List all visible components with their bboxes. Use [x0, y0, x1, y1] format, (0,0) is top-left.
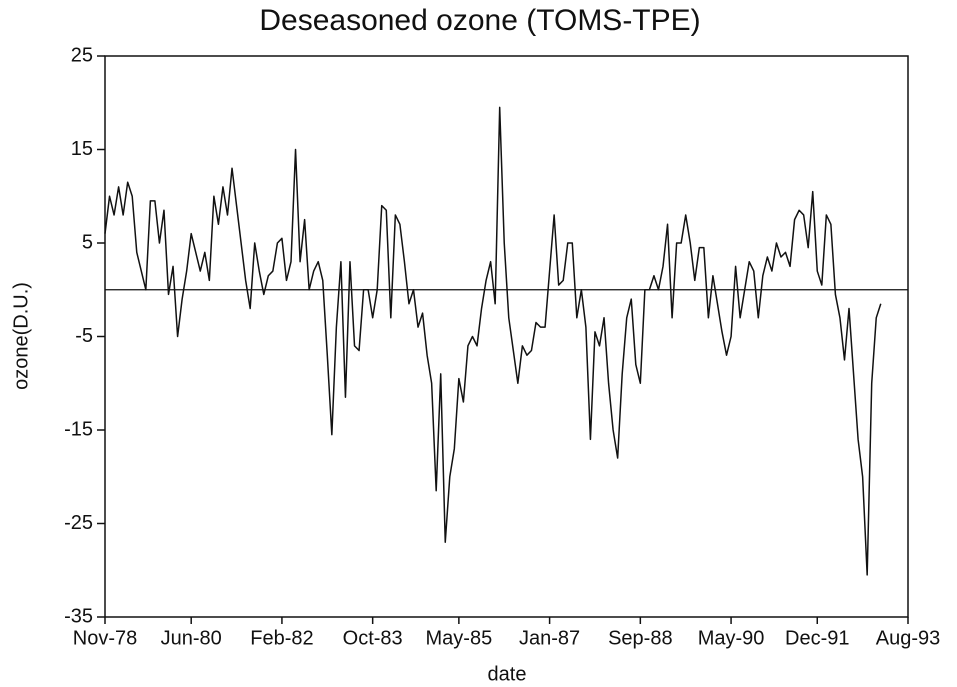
y-tick-label: -35 [64, 605, 93, 627]
y-axis-label: ozone(D.U.) [10, 282, 32, 390]
y-tick-label: 25 [71, 44, 93, 66]
y-tick-label: -25 [64, 512, 93, 534]
x-tick-label: May-90 [698, 627, 765, 649]
chart-title: Deseasoned ozone (TOMS-TPE) [259, 4, 700, 37]
x-tick-label: Aug-93 [876, 627, 941, 649]
x-tick-label: Feb-82 [250, 627, 313, 649]
x-tick-label: Nov-78 [73, 627, 137, 649]
data-line [104, 106, 882, 576]
x-tick-label: Jan-87 [519, 627, 580, 649]
y-tick-label: -15 [64, 418, 93, 440]
x-tick-label: Dec-91 [785, 627, 849, 649]
y-tick-label: 15 [71, 138, 93, 160]
plot-frame [104, 55, 909, 618]
x-tick-label: Sep-88 [608, 627, 673, 649]
x-tick-label: Oct-83 [343, 627, 403, 649]
x-tick-label: May-85 [426, 627, 493, 649]
y-tick-label: 5 [82, 231, 93, 253]
x-axis-label: date [488, 663, 527, 685]
y-tick-label: -5 [75, 325, 93, 347]
x-tick-label: Jun-80 [161, 627, 222, 649]
